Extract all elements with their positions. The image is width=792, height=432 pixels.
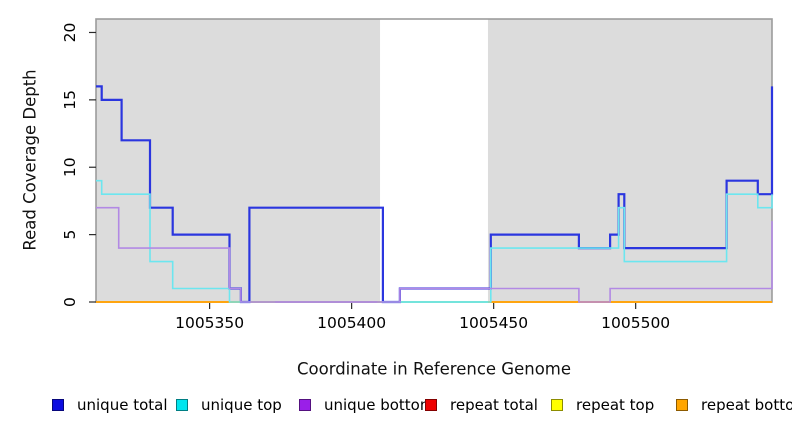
legend-label: repeat top bbox=[576, 396, 655, 414]
x-tick-label: 1005450 bbox=[459, 314, 528, 332]
y-tick-label: 20 bbox=[61, 23, 79, 43]
legend-item-repeat-total: repeat total bbox=[425, 396, 538, 414]
legend-swatch-icon bbox=[676, 399, 688, 411]
legend-swatch-icon bbox=[299, 399, 311, 411]
legend: unique total unique top unique bottom repea… bbox=[0, 396, 792, 418]
legend-label: unique bottom bbox=[324, 396, 435, 414]
x-tick-label: 1005400 bbox=[317, 314, 386, 332]
legend-item-unique-total: unique total bbox=[52, 396, 168, 414]
legend-swatch-icon bbox=[52, 399, 64, 411]
legend-label: repeat total bbox=[450, 396, 538, 414]
series-unique-bottom bbox=[96, 206, 773, 303]
y-tick-label: 0 bbox=[61, 297, 79, 307]
y-tick-label: 10 bbox=[61, 157, 79, 177]
x-tick-label: 1005500 bbox=[601, 314, 670, 332]
coverage-plot-svg: 1005350 1005400 1005450 1005500 0 5 10 15 20 bbox=[61, 18, 774, 332]
y-axis-title: Read Coverage Depth bbox=[20, 69, 40, 251]
shaded-region bbox=[487, 19, 772, 302]
y-tick-label: 5 bbox=[61, 230, 79, 240]
legend-item-repeat-top: repeat top bbox=[551, 396, 654, 414]
legend-item-unique-top: unique top bbox=[176, 396, 282, 414]
legend-swatch-icon bbox=[425, 399, 437, 411]
x-axis-title: Coordinate in Reference Genome bbox=[296, 359, 572, 379]
legend-label: unique top bbox=[201, 396, 282, 414]
series-unique-top bbox=[96, 179, 773, 303]
legend-swatch-icon bbox=[551, 399, 563, 411]
legend-label: repeat bottom bbox=[701, 396, 792, 414]
shaded-region bbox=[96, 19, 381, 302]
x-tick-label: 1005350 bbox=[175, 314, 244, 332]
legend-item-repeat-bottom: repeat bottom bbox=[676, 396, 792, 414]
legend-item-unique-bottom: unique bottom bbox=[299, 396, 434, 414]
y-tick-label: 15 bbox=[61, 90, 79, 110]
legend-label: unique total bbox=[77, 396, 168, 414]
legend-swatch-icon bbox=[176, 399, 188, 411]
